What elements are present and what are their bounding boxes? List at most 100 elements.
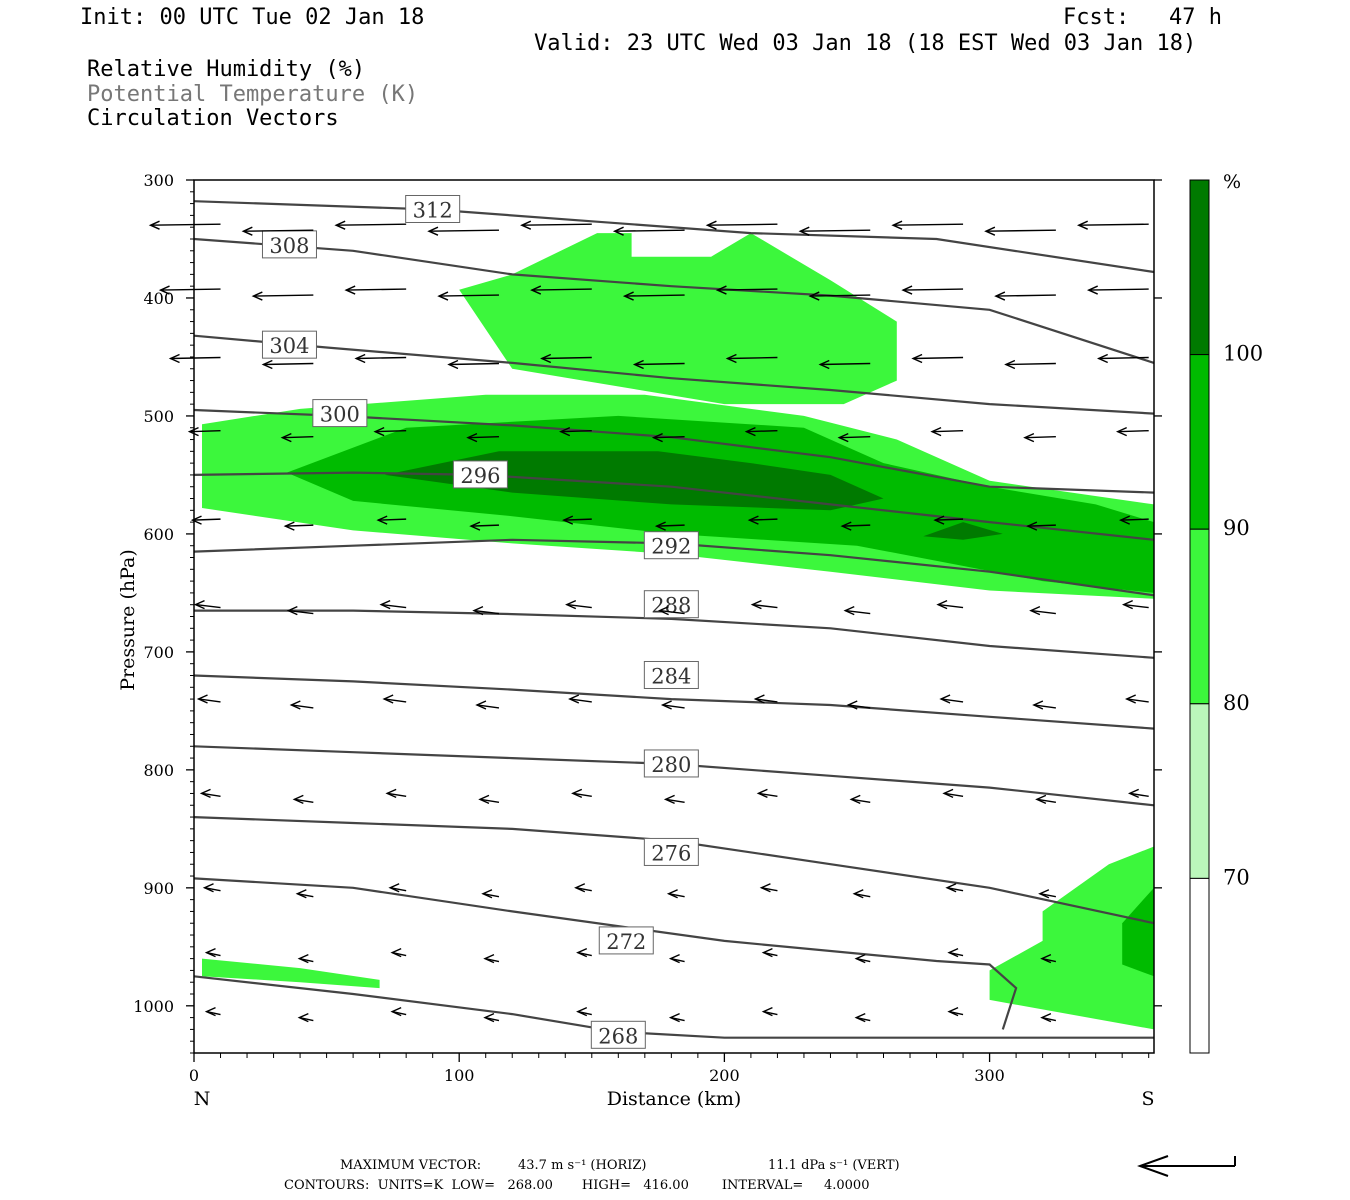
vector-8-7 bbox=[852, 889, 871, 899]
vector-6-9 bbox=[1032, 700, 1056, 710]
vector-shaft bbox=[851, 798, 871, 804]
valid-time: Valid: 23 UTC Wed 03 Jan 18 (18 EST Wed … bbox=[534, 31, 1197, 56]
vector-shaft bbox=[285, 524, 314, 527]
vector-head bbox=[295, 889, 307, 899]
vector-head bbox=[204, 947, 216, 958]
vector-head bbox=[612, 226, 624, 236]
theta-contour-276 bbox=[193, 816, 1155, 925]
vector-6-4 bbox=[568, 694, 592, 704]
vector-head bbox=[798, 226, 810, 236]
vector-shaft bbox=[937, 603, 964, 609]
vector-shaft bbox=[842, 524, 871, 527]
vector-10-7 bbox=[854, 1012, 871, 1023]
vector-shaft bbox=[479, 798, 500, 804]
vector-shaft bbox=[656, 524, 685, 527]
theta-contour-layer: 268 272 276 280 284 288 292 296 300 304 308 312 bbox=[193, 194, 1155, 1049]
vector-8-5 bbox=[666, 889, 685, 899]
vector-shaft bbox=[995, 294, 1056, 297]
vector-head bbox=[660, 700, 672, 710]
vector-shaft bbox=[253, 294, 314, 297]
vector-head bbox=[622, 291, 634, 301]
vector-head bbox=[849, 794, 861, 804]
vector-head bbox=[379, 599, 391, 610]
vector-5-6 bbox=[750, 599, 778, 610]
vector-head bbox=[1023, 433, 1035, 443]
vector-head bbox=[334, 220, 346, 230]
vector-10-4 bbox=[576, 1006, 592, 1017]
vector-9-2 bbox=[390, 947, 407, 958]
south-label: S bbox=[1141, 1088, 1154, 1110]
vector-shaft bbox=[473, 609, 500, 615]
vector-shaft bbox=[1088, 288, 1149, 291]
vector-shaft bbox=[448, 362, 499, 366]
vector-1-5 bbox=[622, 291, 685, 301]
vector-shaft bbox=[1030, 609, 1056, 615]
vector-head bbox=[196, 694, 208, 704]
vector-shaft bbox=[893, 223, 964, 226]
vector-head bbox=[1004, 359, 1016, 370]
vector-0-1 bbox=[241, 226, 314, 236]
vector-shaft bbox=[291, 704, 314, 709]
vector-head bbox=[373, 427, 385, 437]
vector-head bbox=[1096, 353, 1108, 364]
vector-head bbox=[837, 433, 849, 443]
vector-shaft bbox=[467, 435, 499, 439]
vector-head bbox=[1118, 515, 1130, 525]
vector-shaft bbox=[985, 229, 1056, 232]
vector-head bbox=[891, 220, 903, 230]
vector-9-3 bbox=[483, 953, 500, 964]
vector-shaft bbox=[1033, 704, 1056, 709]
vector-4-10 bbox=[1118, 515, 1149, 525]
vector-head bbox=[280, 433, 292, 443]
vector-2-4 bbox=[540, 353, 592, 364]
vector-2-7 bbox=[818, 359, 871, 370]
vector-5-2 bbox=[379, 599, 407, 610]
vector-5-9 bbox=[1029, 605, 1056, 616]
vector-3-10 bbox=[1115, 427, 1149, 437]
vector-head bbox=[540, 353, 552, 364]
vector-4-9 bbox=[1026, 521, 1056, 531]
vector-head bbox=[761, 1006, 773, 1017]
vector-7-5 bbox=[663, 794, 685, 804]
field-vectors-label: Circulation Vectors bbox=[87, 106, 339, 131]
rh-region-80-2 bbox=[202, 958, 380, 989]
vector-shaft bbox=[1027, 524, 1056, 527]
vector-head bbox=[168, 353, 180, 364]
theta-label-272: 272 bbox=[606, 930, 646, 954]
theta-label-box-312 bbox=[405, 194, 461, 223]
vector-head bbox=[241, 226, 253, 236]
y-axis-title: Pressure (hPa) bbox=[117, 549, 139, 691]
vector-6-7 bbox=[846, 700, 871, 710]
vector-6-10 bbox=[1124, 694, 1149, 704]
vector-head bbox=[261, 359, 273, 370]
vector-head bbox=[472, 605, 484, 616]
north-label: N bbox=[194, 1088, 211, 1110]
vector-head bbox=[1115, 427, 1127, 437]
vector-3-3 bbox=[466, 433, 499, 443]
y-tick-label-500: 500 bbox=[143, 407, 174, 426]
vector-head bbox=[283, 521, 295, 531]
vector-head bbox=[854, 1012, 866, 1023]
vector-shaft bbox=[541, 356, 592, 360]
vector-head bbox=[945, 883, 957, 893]
vector-0-10 bbox=[1076, 220, 1149, 230]
vector-head bbox=[483, 1012, 495, 1023]
vector-head bbox=[520, 220, 532, 230]
vector-shaft bbox=[569, 698, 592, 703]
theta-label-292: 292 bbox=[651, 535, 691, 559]
vector-5-5 bbox=[657, 605, 685, 616]
vector-7-6 bbox=[756, 788, 778, 798]
vector-head bbox=[654, 521, 666, 531]
vector-head bbox=[297, 953, 309, 964]
vector-8-1 bbox=[295, 889, 314, 899]
vector-shaft bbox=[624, 294, 685, 297]
theta-contour-288 bbox=[194, 609, 1155, 659]
vector-head bbox=[390, 1006, 402, 1017]
colorbar-segment-4 bbox=[1189, 877, 1210, 1054]
vector-head bbox=[483, 953, 495, 964]
vector-shaft bbox=[243, 229, 314, 232]
vector-10-9 bbox=[1040, 1012, 1057, 1023]
theta-label-box-292 bbox=[643, 531, 699, 560]
colorbar-label-90: 90 bbox=[1223, 516, 1250, 540]
vector-9-7 bbox=[854, 953, 871, 964]
